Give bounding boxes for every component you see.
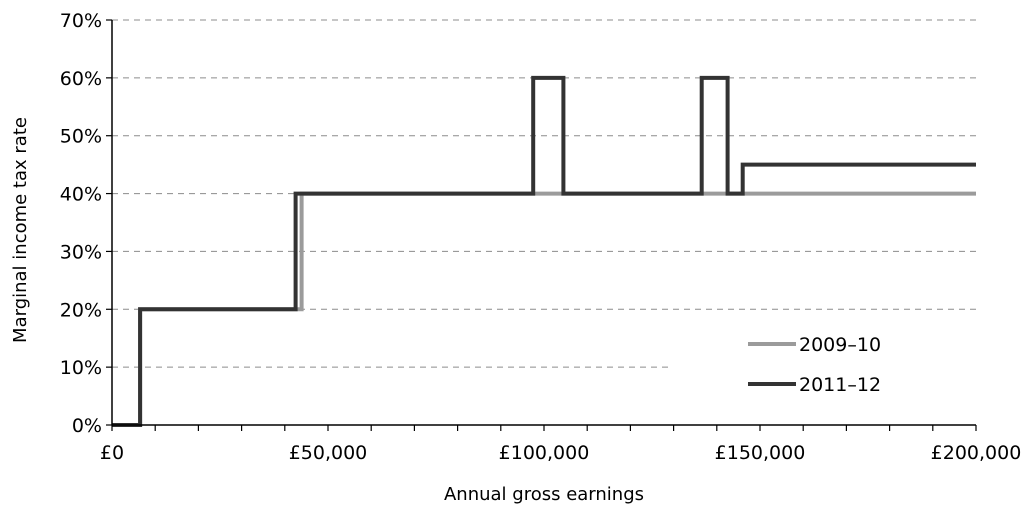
axes: 0% 10% 20% 30% 40% 50% 60% 70% £0 £50,000 £100,000… — [60, 10, 1022, 464]
y-tick-label: 0% — [72, 415, 102, 437]
x-tick-label: £150,000 — [715, 442, 806, 464]
x-tick-label: £50,000 — [289, 442, 368, 464]
legend-background — [672, 322, 976, 400]
y-tick-label: 10% — [60, 357, 102, 379]
x-tick-label: £100,000 — [499, 442, 590, 464]
y-tick-label: 70% — [60, 10, 102, 32]
legend-label: 2011–12 — [799, 374, 881, 396]
legend-label: 2009–10 — [799, 334, 881, 356]
y-tick-label: 40% — [60, 184, 102, 206]
y-tick-label: 30% — [60, 241, 102, 263]
y-tick-label: 20% — [60, 299, 102, 321]
y-axis-title: Marginal income tax rate — [10, 117, 31, 343]
x-tick-label: £200,000 — [931, 442, 1022, 464]
y-tick-label: 50% — [60, 126, 102, 148]
legend: 2009–10 2011–12 — [672, 322, 976, 400]
x-axis-title: Annual gross earnings — [444, 484, 644, 505]
x-tick-label: £0 — [100, 442, 124, 464]
series-line-1 — [112, 75, 976, 427]
y-tick-label: 60% — [60, 68, 102, 90]
